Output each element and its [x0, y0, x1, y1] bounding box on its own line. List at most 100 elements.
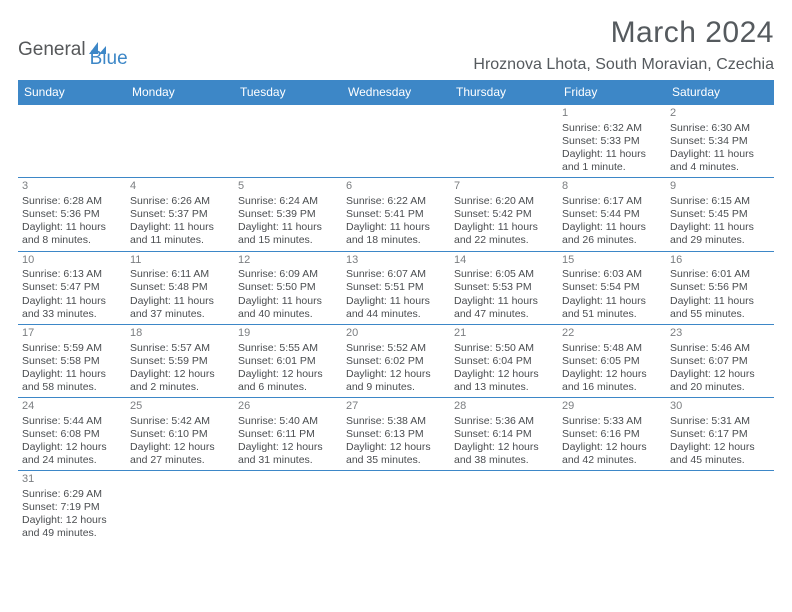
calendar-cell: 30Sunrise: 5:31 AMSunset: 6:17 PMDayligh…	[666, 398, 774, 471]
header-row: General Blue March 2024 Hroznova Lhota, …	[18, 16, 774, 74]
col-tuesday: Tuesday	[234, 80, 342, 105]
dl2-line: and 13 minutes.	[454, 381, 554, 394]
calendar-page: General Blue March 2024 Hroznova Lhota, …	[0, 0, 792, 554]
sunset-line: Sunset: 5:51 PM	[346, 281, 446, 294]
day-number: 10	[22, 254, 122, 268]
dl1-line: Daylight: 11 hours	[562, 221, 662, 234]
calendar-cell: 13Sunrise: 6:07 AMSunset: 5:51 PMDayligh…	[342, 251, 450, 324]
dl1-line: Daylight: 11 hours	[346, 295, 446, 308]
sunset-line: Sunset: 6:05 PM	[562, 355, 662, 368]
day-number: 1	[562, 107, 662, 121]
dl1-line: Daylight: 12 hours	[454, 441, 554, 454]
dl2-line: and 38 minutes.	[454, 454, 554, 467]
day-number: 12	[238, 254, 338, 268]
col-sunday: Sunday	[18, 80, 126, 105]
calendar-cell: 4Sunrise: 6:26 AMSunset: 5:37 PMDaylight…	[126, 178, 234, 251]
day-number: 11	[130, 254, 230, 268]
sunset-line: Sunset: 7:19 PM	[22, 501, 122, 514]
location-subtitle: Hroznova Lhota, South Moravian, Czechia	[473, 56, 774, 74]
sunset-line: Sunset: 6:04 PM	[454, 355, 554, 368]
dl2-line: and 26 minutes.	[562, 234, 662, 247]
dl2-line: and 20 minutes.	[670, 381, 770, 394]
dl2-line: and 18 minutes.	[346, 234, 446, 247]
sunrise-line: Sunrise: 6:24 AM	[238, 195, 338, 208]
calendar-cell: 9Sunrise: 6:15 AMSunset: 5:45 PMDaylight…	[666, 178, 774, 251]
day-number: 16	[670, 254, 770, 268]
dl2-line: and 4 minutes.	[670, 161, 770, 174]
dl2-line: and 31 minutes.	[238, 454, 338, 467]
calendar-cell: 20Sunrise: 5:52 AMSunset: 6:02 PMDayligh…	[342, 324, 450, 397]
sunset-line: Sunset: 5:59 PM	[130, 355, 230, 368]
day-number: 26	[238, 400, 338, 414]
dl1-line: Daylight: 12 hours	[130, 368, 230, 381]
day-number: 9	[670, 180, 770, 194]
sunset-line: Sunset: 5:44 PM	[562, 208, 662, 221]
sunrise-line: Sunrise: 5:52 AM	[346, 342, 446, 355]
sunset-line: Sunset: 5:45 PM	[670, 208, 770, 221]
dl2-line: and 42 minutes.	[562, 454, 662, 467]
dl2-line: and 40 minutes.	[238, 308, 338, 321]
day-number: 29	[562, 400, 662, 414]
sunset-line: Sunset: 6:11 PM	[238, 428, 338, 441]
sunrise-line: Sunrise: 6:05 AM	[454, 268, 554, 281]
dl2-line: and 33 minutes.	[22, 308, 122, 321]
dl2-line: and 11 minutes.	[130, 234, 230, 247]
sunrise-line: Sunrise: 5:46 AM	[670, 342, 770, 355]
calendar-cell	[558, 471, 666, 544]
sunset-line: Sunset: 6:10 PM	[130, 428, 230, 441]
sunset-line: Sunset: 5:36 PM	[22, 208, 122, 221]
dl1-line: Daylight: 11 hours	[238, 221, 338, 234]
calendar-cell: 6Sunrise: 6:22 AMSunset: 5:41 PMDaylight…	[342, 178, 450, 251]
dl1-line: Daylight: 12 hours	[562, 441, 662, 454]
dl2-line: and 29 minutes.	[670, 234, 770, 247]
col-wednesday: Wednesday	[342, 80, 450, 105]
dl2-line: and 15 minutes.	[238, 234, 338, 247]
sunrise-line: Sunrise: 6:29 AM	[22, 488, 122, 501]
calendar-row: 10Sunrise: 6:13 AMSunset: 5:47 PMDayligh…	[18, 251, 774, 324]
dl1-line: Daylight: 12 hours	[670, 368, 770, 381]
day-number: 19	[238, 327, 338, 341]
dl1-line: Daylight: 12 hours	[346, 441, 446, 454]
dl1-line: Daylight: 12 hours	[130, 441, 230, 454]
day-number: 7	[454, 180, 554, 194]
dl1-line: Daylight: 11 hours	[562, 295, 662, 308]
calendar-cell: 26Sunrise: 5:40 AMSunset: 6:11 PMDayligh…	[234, 398, 342, 471]
sunset-line: Sunset: 5:54 PM	[562, 281, 662, 294]
calendar-cell	[342, 471, 450, 544]
calendar-cell	[18, 105, 126, 178]
logo: General Blue	[18, 16, 128, 70]
day-number: 17	[22, 327, 122, 341]
calendar-row: 3Sunrise: 6:28 AMSunset: 5:36 PMDaylight…	[18, 178, 774, 251]
calendar-cell: 24Sunrise: 5:44 AMSunset: 6:08 PMDayligh…	[18, 398, 126, 471]
calendar-cell: 7Sunrise: 6:20 AMSunset: 5:42 PMDaylight…	[450, 178, 558, 251]
sunrise-line: Sunrise: 6:20 AM	[454, 195, 554, 208]
sunset-line: Sunset: 5:33 PM	[562, 135, 662, 148]
logo-text-blue: Blue	[90, 30, 128, 70]
month-title: March 2024	[473, 16, 774, 50]
calendar-cell	[126, 105, 234, 178]
dl1-line: Daylight: 12 hours	[22, 441, 122, 454]
calendar-cell: 25Sunrise: 5:42 AMSunset: 6:10 PMDayligh…	[126, 398, 234, 471]
dl1-line: Daylight: 12 hours	[238, 368, 338, 381]
dl2-line: and 44 minutes.	[346, 308, 446, 321]
sunrise-line: Sunrise: 5:36 AM	[454, 415, 554, 428]
dl2-line: and 8 minutes.	[22, 234, 122, 247]
day-number: 28	[454, 400, 554, 414]
calendar-cell: 11Sunrise: 6:11 AMSunset: 5:48 PMDayligh…	[126, 251, 234, 324]
calendar-row: 17Sunrise: 5:59 AMSunset: 5:58 PMDayligh…	[18, 324, 774, 397]
dl2-line: and 1 minute.	[562, 161, 662, 174]
dl2-line: and 47 minutes.	[454, 308, 554, 321]
sunrise-line: Sunrise: 6:09 AM	[238, 268, 338, 281]
sunrise-line: Sunrise: 5:44 AM	[22, 415, 122, 428]
calendar-row: 1Sunrise: 6:32 AMSunset: 5:33 PMDaylight…	[18, 105, 774, 178]
day-number: 18	[130, 327, 230, 341]
day-number: 8	[562, 180, 662, 194]
dl1-line: Daylight: 12 hours	[454, 368, 554, 381]
sunrise-line: Sunrise: 5:59 AM	[22, 342, 122, 355]
col-thursday: Thursday	[450, 80, 558, 105]
sunrise-line: Sunrise: 6:15 AM	[670, 195, 770, 208]
day-number: 23	[670, 327, 770, 341]
dl1-line: Daylight: 11 hours	[454, 221, 554, 234]
dl1-line: Daylight: 11 hours	[670, 295, 770, 308]
dl2-line: and 9 minutes.	[346, 381, 446, 394]
